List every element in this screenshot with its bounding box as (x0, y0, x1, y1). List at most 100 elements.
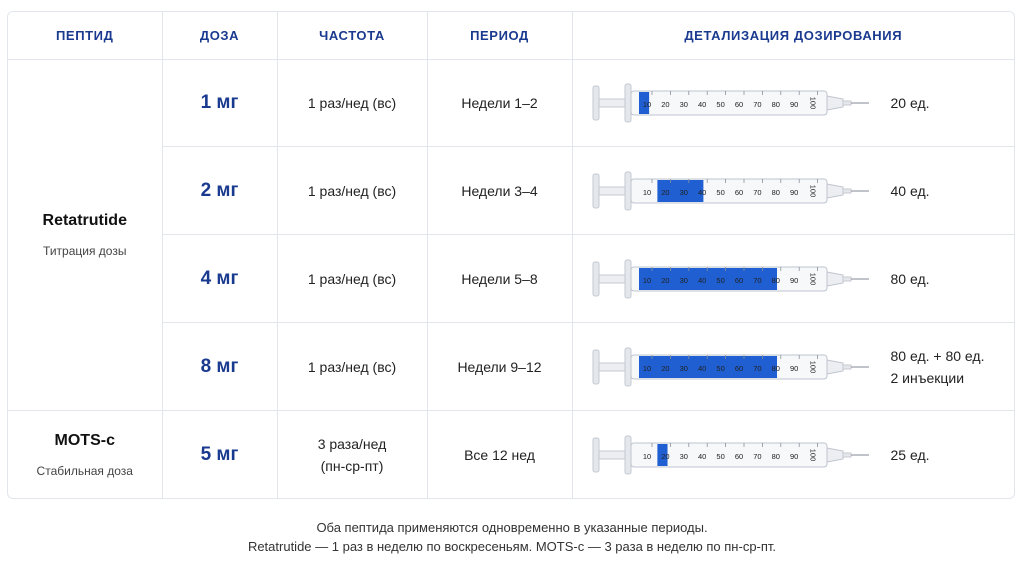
scale-label: 90 (790, 100, 798, 109)
detail-cell: 10 20 30 40 50 60 70 80 90 100 80 ед. (572, 234, 1014, 324)
frequency-days: (пн-ср-пт) (320, 457, 384, 474)
plunger-thumb (592, 261, 599, 297)
scale-label: 80 (771, 188, 779, 197)
header-dose: ДОЗА (162, 12, 278, 60)
scale-label: 90 (790, 452, 798, 461)
scale-label: 50 (716, 276, 724, 285)
scale-label: 20 (661, 100, 669, 109)
scale-label: 80 (771, 452, 779, 461)
syringe-graphic: 10 20 30 40 50 60 70 80 90 100 (592, 435, 869, 475)
plunger-thumb (592, 173, 599, 209)
scale-label: 90 (790, 364, 798, 373)
scale-label: 60 (734, 100, 742, 109)
injection-count: 2 инъекции (890, 369, 965, 386)
flange (624, 347, 631, 387)
scale-label: 50 (716, 364, 724, 373)
dose-cell: 5 мг (162, 410, 278, 498)
scale-label: 30 (679, 100, 687, 109)
scale-label: 70 (753, 100, 761, 109)
syringe-graphic: 10 20 30 40 50 60 70 80 90 100 (592, 171, 869, 211)
scale-label: 100 (808, 97, 817, 110)
needle-hub (826, 447, 843, 463)
flange (624, 435, 631, 475)
scale-label: 40 (698, 100, 706, 109)
detail-cell: 10 20 30 40 50 60 70 80 90 100 80 ед. + 80 ед. 2 ин… (572, 322, 1014, 412)
table-row: 8 мг 1 раз/нед (вс) Недели 9–12 10 20 30 40… (8, 322, 1014, 412)
syringe-graphic: 10 20 30 40 50 60 70 80 90 100 (592, 259, 869, 299)
scale-label: 80 (771, 276, 779, 285)
dose-fill (638, 267, 777, 290)
header-detail: ДЕТАЛИЗАЦИЯ ДОЗИРОВАНИЯ (572, 12, 1014, 60)
needle-cap (842, 364, 851, 370)
peptide-cell-retatrutide: Retatrutide Титрация дозы (8, 59, 163, 412)
period-cell: Недели 1–2 (427, 59, 573, 148)
peptide-name: MOTS-c (54, 431, 115, 449)
scale-label: 10 (642, 276, 650, 285)
header-frequency: ЧАСТОТА (277, 12, 428, 60)
frequency-text: 1 раз/нед (вс) (307, 94, 397, 111)
period-cell: Недели 5–8 (427, 234, 573, 324)
scale-label: 20 (661, 276, 669, 285)
scale-label: 30 (679, 452, 687, 461)
scale-label: 100 (808, 361, 817, 374)
table-row: Retatrutide Титрация дозы 1 мг 1 раз/нед… (8, 59, 1014, 412)
scale-label: 60 (734, 452, 742, 461)
plunger-rod (598, 450, 625, 460)
frequency-cell: 1 раз/нед (вс) (277, 322, 428, 412)
units-text: 40 ед. (890, 182, 930, 199)
scale-label: 70 (753, 276, 761, 285)
units-text: 25 ед. (890, 446, 930, 463)
dose-value: 8 мг (200, 355, 239, 377)
needle-hub (826, 271, 843, 287)
needle-hub (826, 95, 843, 111)
plunger-rod (598, 98, 625, 108)
dose-cell: 4 мг (162, 234, 278, 324)
dose-value: 5 мг (200, 443, 239, 465)
scale-label: 50 (716, 452, 724, 461)
syringe-graphic: 10 20 30 40 50 60 70 80 90 100 (592, 347, 869, 387)
scale-label: 20 (661, 364, 669, 373)
scale-label: 100 (808, 185, 817, 198)
table-row: MOTS-c Стабильная доза 5 мг 3 раза/нед (п… (8, 410, 1014, 498)
scale-label: 10 (642, 188, 650, 197)
dose-fill (638, 355, 777, 378)
frequency-cell: 1 раз/нед (вс) (277, 146, 428, 236)
footer-note: Оба пептида применяются одновременно в у… (0, 518, 1024, 556)
units-text: 20 ед. (890, 94, 930, 111)
scale-label: 40 (698, 276, 706, 285)
units-text: 80 ед. (890, 270, 930, 287)
plunger-rod (598, 362, 625, 372)
scale-label: 90 (790, 188, 798, 197)
footer-line-2: Retatrutide — 1 раз в неделю по воскресе… (247, 539, 777, 554)
frequency-text: 1 раз/нед (вс) (307, 182, 397, 199)
table-row: 4 мг 1 раз/нед (вс) Недели 5–8 10 20 30 40 5… (8, 234, 1014, 324)
needle-hub (826, 183, 843, 199)
period-cell: Недели 3–4 (427, 146, 573, 236)
scale-label: 80 (771, 100, 779, 109)
period-cell: Все 12 нед (427, 410, 573, 498)
dose-value: 4 мг (200, 267, 239, 289)
syringe-graphic: 10 20 30 40 50 60 70 80 90 100 (592, 83, 869, 123)
scale-label: 100 (808, 448, 817, 461)
dose-cell: 2 мг (162, 146, 278, 236)
plunger-thumb (592, 349, 599, 385)
flange (624, 259, 631, 299)
needle-cap (842, 276, 851, 282)
needle-hub (826, 359, 843, 375)
plunger-thumb (592, 437, 599, 473)
dose-fill (656, 443, 668, 466)
footer-line-1: Оба пептида применяются одновременно в у… (316, 520, 708, 535)
needle-cap (842, 100, 851, 106)
scale-label: 30 (679, 364, 687, 373)
detail-cell: 10 20 30 40 50 60 70 80 90 100 20 ед. (572, 59, 1014, 148)
dose-cell: 8 мг (162, 322, 278, 412)
dose-cell: 1 мг (162, 59, 278, 148)
dose-value: 1 мг (200, 91, 239, 113)
plunger-rod (598, 274, 625, 284)
scale-label: 40 (698, 452, 706, 461)
period-cell: Недели 9–12 (427, 322, 573, 412)
frequency-cell: 3 раза/нед (пн-ср-пт) (277, 410, 428, 498)
scale-label: 30 (679, 276, 687, 285)
detail-cell: 10 20 30 40 50 60 70 80 90 100 25 ед. (572, 411, 1014, 498)
scale-label: 60 (734, 364, 742, 373)
